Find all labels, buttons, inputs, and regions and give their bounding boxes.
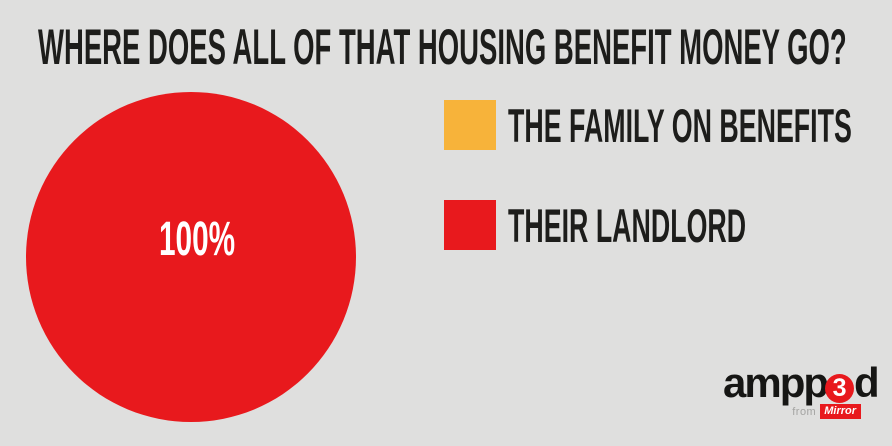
legend-swatch-landlord: [444, 200, 496, 250]
legend-item-landlord: THEIR LANDLORD: [444, 200, 892, 250]
legend-item-family: THE FAMILY ON BENEFITS: [444, 100, 892, 150]
chart-title: WHERE DOES ALL OF THAT HOUSING BENEFIT M…: [38, 19, 847, 75]
logo-text-ampp: ampp: [723, 359, 829, 406]
ampp3d-logo: ampp 3 d: [723, 359, 880, 406]
logo-digit: 3: [832, 373, 847, 402]
pie-data-label: 100%: [159, 213, 236, 266]
legend-swatch-family: [444, 100, 496, 150]
logo-digit-circle-icon: 3: [825, 373, 855, 403]
pie-chart: [26, 92, 356, 422]
mirror-logo: Mirror: [820, 404, 861, 419]
legend-label-landlord: THEIR LANDLORD: [508, 198, 747, 252]
mirror-attribution: from Mirror: [792, 404, 861, 419]
logo-text-d: d: [854, 359, 880, 406]
from-label: from: [792, 405, 817, 418]
legend-label-family: THE FAMILY ON BENEFITS: [508, 98, 852, 152]
